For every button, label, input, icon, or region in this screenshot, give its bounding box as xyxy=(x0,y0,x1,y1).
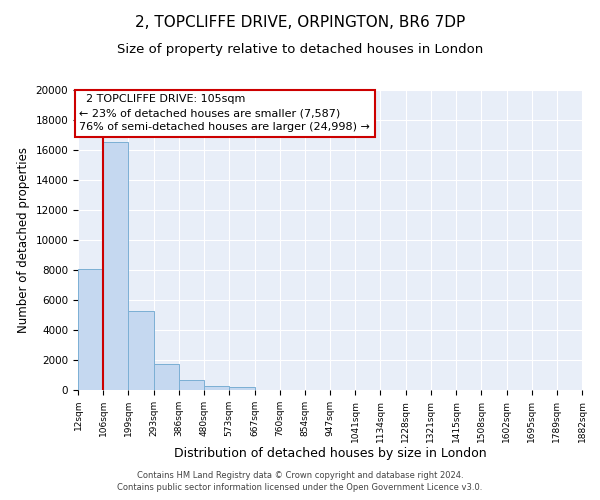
Bar xyxy=(103,142,128,390)
Bar xyxy=(128,310,154,390)
Bar xyxy=(78,268,103,390)
Bar xyxy=(154,364,179,390)
Bar xyxy=(229,388,254,390)
Y-axis label: Number of detached properties: Number of detached properties xyxy=(17,147,30,333)
Bar xyxy=(204,386,229,390)
Text: 2, TOPCLIFFE DRIVE, ORPINGTON, BR6 7DP: 2, TOPCLIFFE DRIVE, ORPINGTON, BR6 7DP xyxy=(135,15,465,30)
Text: Size of property relative to detached houses in London: Size of property relative to detached ho… xyxy=(117,42,483,56)
Bar xyxy=(179,380,204,390)
Text: Contains public sector information licensed under the Open Government Licence v3: Contains public sector information licen… xyxy=(118,484,482,492)
Text: 2 TOPCLIFFE DRIVE: 105sqm
← 23% of detached houses are smaller (7,587)
76% of se: 2 TOPCLIFFE DRIVE: 105sqm ← 23% of detac… xyxy=(79,94,370,132)
X-axis label: Distribution of detached houses by size in London: Distribution of detached houses by size … xyxy=(173,448,487,460)
Text: Contains HM Land Registry data © Crown copyright and database right 2024.: Contains HM Land Registry data © Crown c… xyxy=(137,471,463,480)
